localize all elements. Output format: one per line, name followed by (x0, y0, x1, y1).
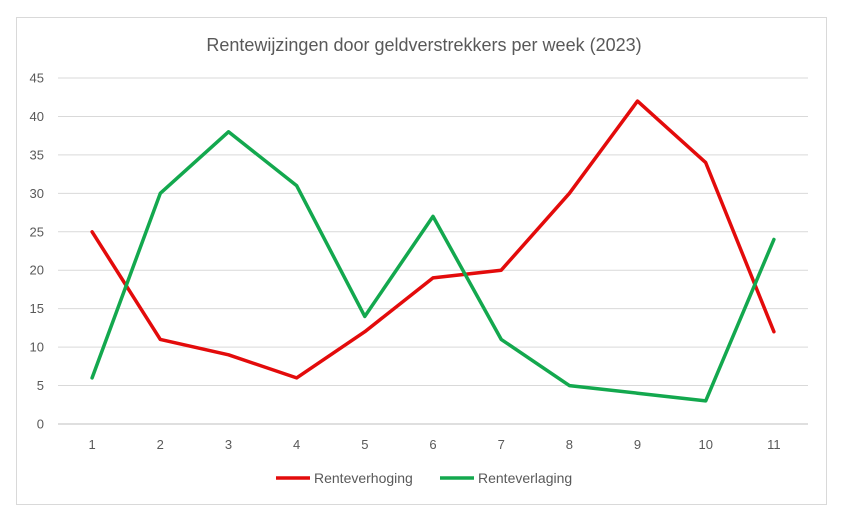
y-tick-label: 20 (30, 263, 44, 278)
y-tick-label: 40 (30, 109, 44, 124)
x-tick-label: 1 (88, 437, 95, 452)
x-tick-label: 3 (225, 437, 232, 452)
y-tick-label: 45 (30, 71, 44, 86)
y-tick-label: 15 (30, 301, 44, 316)
x-tick-label: 5 (361, 437, 368, 452)
y-tick-label: 10 (30, 340, 44, 355)
x-tick-label: 6 (429, 437, 436, 452)
legend: Renteverhoging Renteverlaging (276, 470, 572, 486)
x-tick-label: 9 (634, 437, 641, 452)
y-tick-label: 5 (37, 378, 44, 393)
x-axis-ticks: 1 2 3 4 5 6 7 8 9 10 11 (88, 437, 780, 452)
y-tick-label: 25 (30, 224, 44, 239)
x-tick-label: 2 (157, 437, 164, 452)
x-tick-label: 8 (566, 437, 573, 452)
y-tick-label: 30 (30, 186, 44, 201)
legend-label: Renteverlaging (478, 470, 572, 486)
legend-label: Renteverhoging (314, 470, 413, 486)
x-tick-label: 4 (293, 437, 300, 452)
y-axis-ticks: 0 5 10 15 20 25 30 35 40 45 (30, 71, 44, 432)
series-line-renteverhoging (90, 99, 776, 380)
x-tick-label: 10 (698, 437, 712, 452)
x-tick-label: 11 (767, 437, 781, 452)
gridlines (58, 77, 808, 425)
series-line-renteverlaging (90, 130, 776, 403)
y-tick-label: 0 (37, 417, 44, 432)
series-lines (90, 99, 776, 403)
y-tick-label: 35 (30, 147, 44, 162)
x-tick-label: 7 (498, 437, 505, 452)
chart-title: Rentewijzingen door geldverstrekkers per… (206, 35, 641, 55)
